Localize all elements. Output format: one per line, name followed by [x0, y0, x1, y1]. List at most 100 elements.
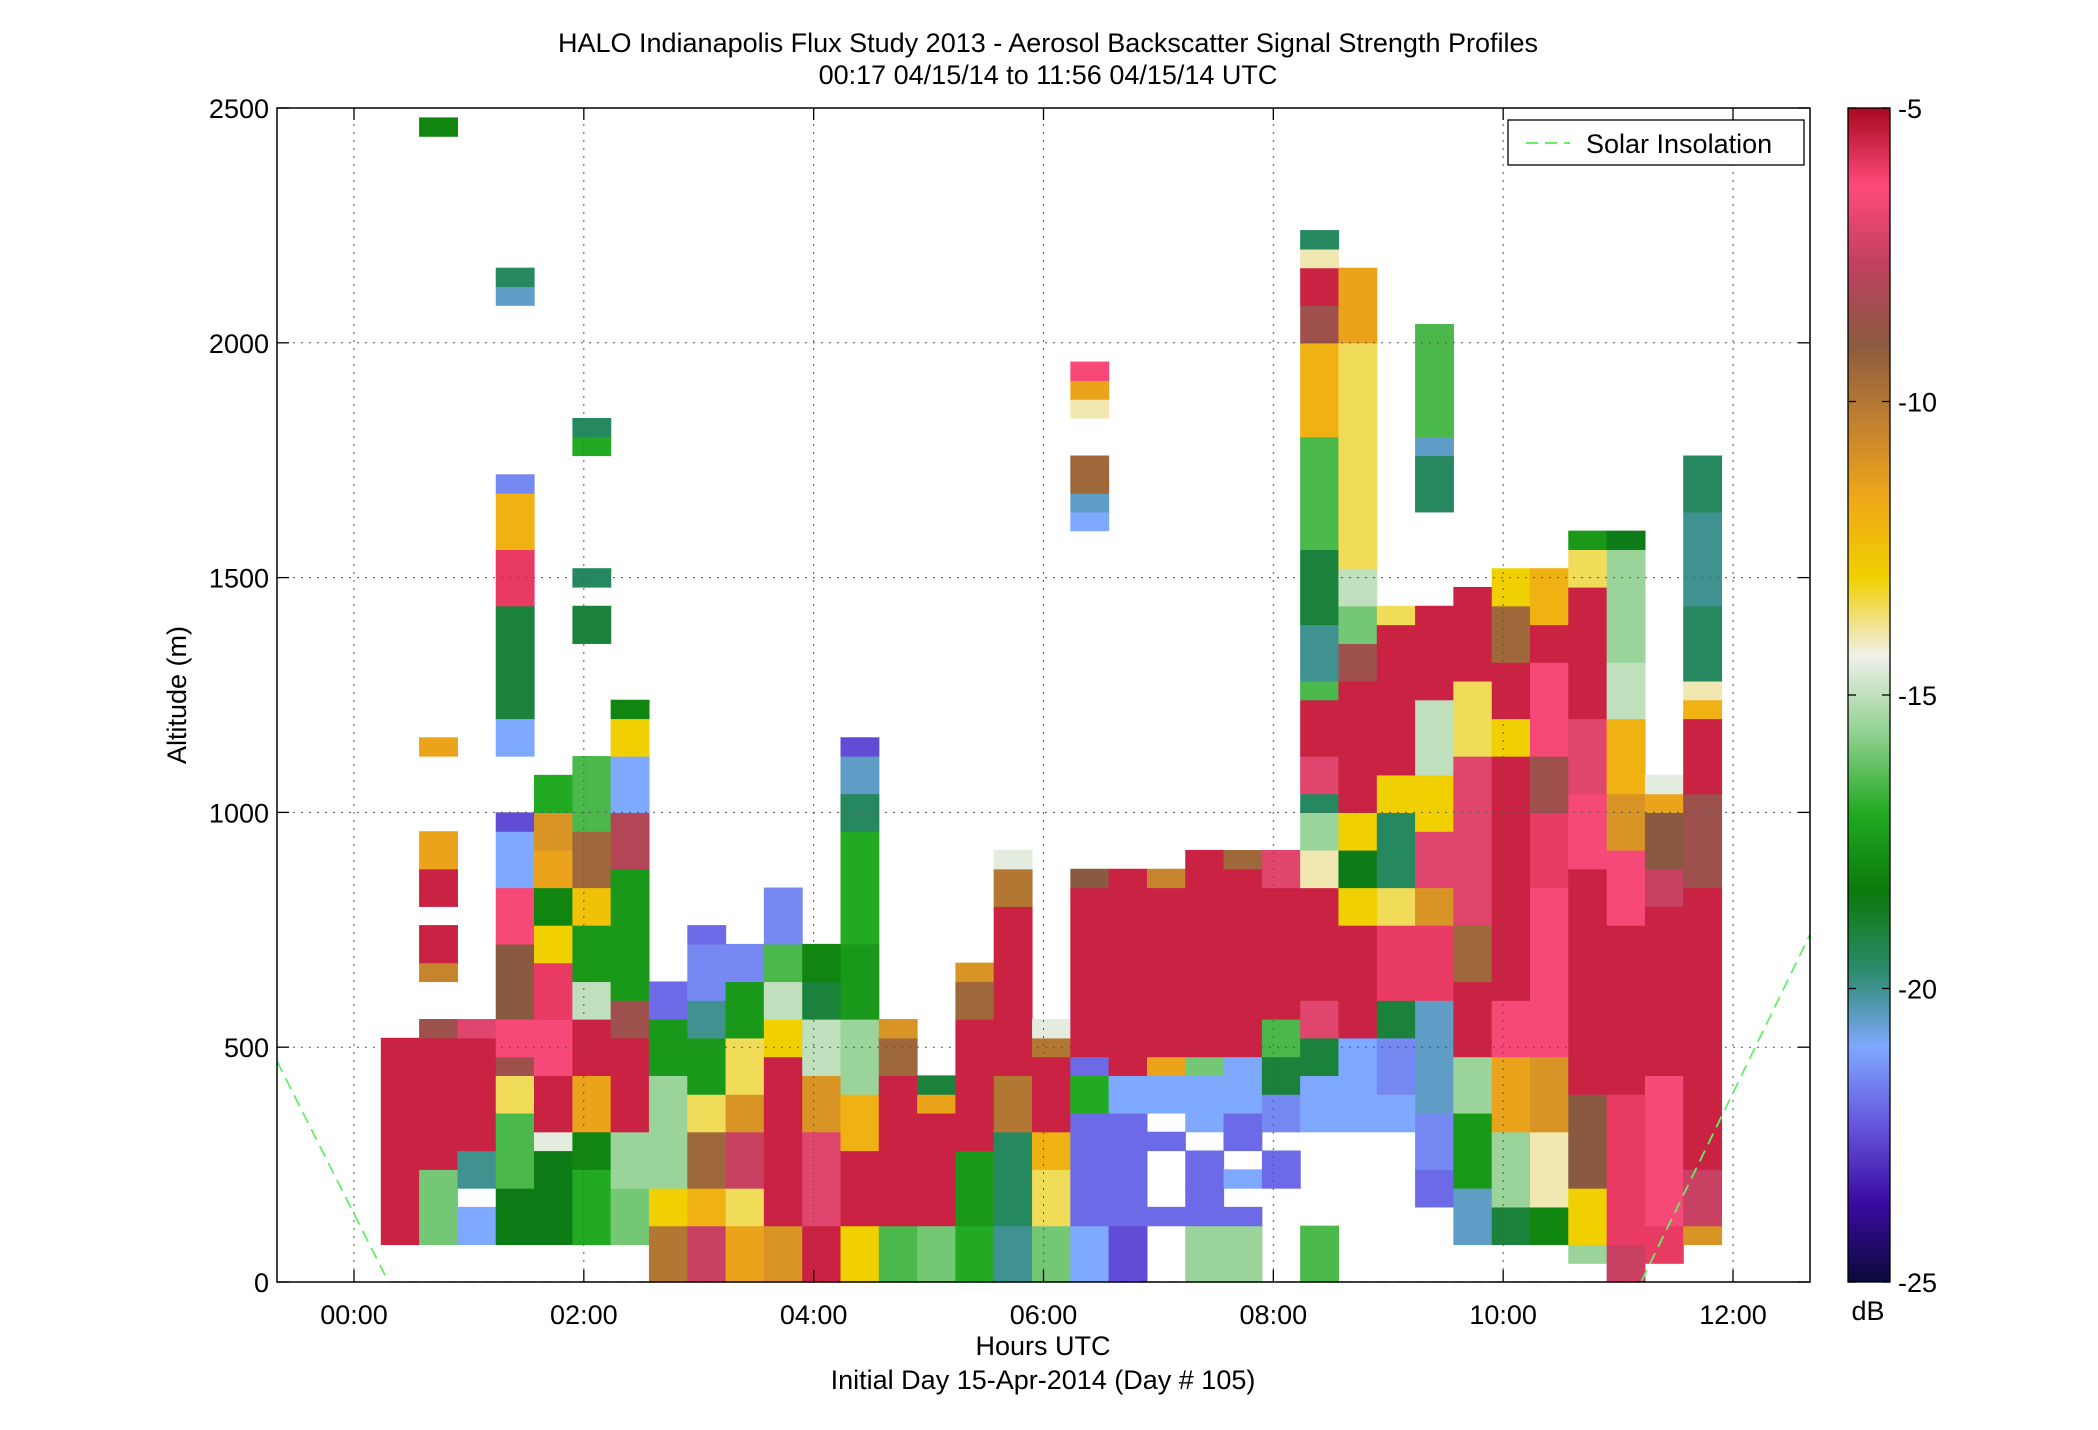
heatmap-cell: [725, 943, 765, 983]
heatmap-cell: [1185, 1056, 1225, 1076]
colorbar-tick-label: -5: [1898, 94, 1922, 124]
heatmap-cell: [1261, 1094, 1301, 1133]
heatmap-cell: [1338, 925, 1378, 1039]
heatmap-cell: [1223, 849, 1263, 870]
heatmap-cell: [1070, 1225, 1110, 1283]
heatmap-cell: [1683, 1169, 1723, 1227]
heatmap-cell: [917, 1075, 957, 1095]
heatmap-cell: [572, 1169, 612, 1246]
heatmap-cell: [1261, 849, 1301, 889]
heatmap-cell: [1300, 549, 1340, 626]
y-tick-label: 1500: [209, 564, 269, 594]
heatmap-cell: [495, 605, 535, 720]
heatmap-cell: [802, 1225, 842, 1283]
heatmap-cell: [1223, 1225, 1263, 1283]
heatmap-cell: [840, 1150, 880, 1227]
heatmap-cell: [1491, 756, 1531, 813]
heatmap-cell: [1683, 718, 1723, 795]
heatmap-cell: [1070, 1056, 1110, 1076]
heatmap-cell: [1376, 925, 1416, 1001]
chart-subtitle: 00:17 04/15/14 to 11:56 04/15/14 UTC: [819, 60, 1278, 90]
heatmap-cell: [993, 1075, 1033, 1133]
heatmap-cell: [1415, 436, 1454, 457]
x-tick-label: 08:00: [1240, 1300, 1308, 1330]
heatmap-cell: [534, 812, 573, 851]
heatmap-cell: [572, 981, 612, 1020]
heatmap-cell: [610, 756, 650, 813]
heatmap-cell: [572, 436, 612, 457]
heatmap-cell: [1185, 1225, 1225, 1283]
heatmap-cell: [1032, 1225, 1071, 1283]
heatmap-cell: [1376, 1000, 1416, 1039]
heatmap-cell: [1415, 831, 1454, 889]
heatmap-cell: [687, 1225, 727, 1283]
heatmap-cell: [763, 981, 803, 1020]
heatmap-cell: [1530, 1056, 1569, 1133]
heatmap-cell: [1415, 774, 1454, 832]
heatmap-cell: [840, 756, 880, 795]
heatmap-cell: [610, 1131, 650, 1189]
heatmap-cell: [1606, 718, 1646, 795]
heatmap-cell: [1146, 1056, 1186, 1076]
heatmap-cell: [572, 756, 612, 832]
heatmap-cell: [1070, 511, 1110, 532]
heatmap-cell: [1683, 1225, 1723, 1246]
heatmap-cell: [419, 1169, 458, 1246]
heatmap-cell: [1338, 1075, 1378, 1133]
heatmap-cell: [1300, 1037, 1340, 1076]
heatmap-cell: [534, 1075, 573, 1133]
heatmap-cell: [1683, 511, 1723, 607]
heatmap-cell: [572, 831, 612, 889]
heatmap-cell: [1223, 868, 1263, 1058]
colorbar-tick-label: -20: [1898, 975, 1937, 1005]
y-axis-ticks: 0 500 1000 1500 2000 2500: [209, 94, 1810, 1298]
heatmap-cell: [917, 1225, 957, 1283]
heatmap-cell: [917, 1112, 957, 1227]
heatmap-cell: [1376, 624, 1416, 776]
heatmap-cell: [1568, 530, 1608, 551]
heatmap-cell: [1491, 1000, 1531, 1058]
heatmap-cell: [687, 1094, 727, 1133]
heatmap-cell: [1530, 568, 1569, 626]
heatmap-cell: [993, 1225, 1033, 1283]
heatmap-cell: [1568, 586, 1608, 720]
solar-insolation-curve: [277, 934, 1810, 1282]
heatmap-cell: [1415, 925, 1454, 1001]
heatmap-cell: [1070, 361, 1110, 381]
heatmap-cell: [1644, 1075, 1684, 1227]
heatmap-cell: [1300, 248, 1340, 269]
heatmap-cell: [495, 1112, 535, 1189]
heatmap-cell: [763, 943, 803, 983]
heatmap-cell: [1300, 624, 1340, 682]
y-axis-label: Altitude (m): [162, 626, 192, 764]
heatmap-cell: [955, 981, 995, 1020]
heatmap-cell: [457, 1037, 497, 1152]
heatmap-cell: [495, 887, 535, 945]
heatmap-cell: [1032, 1169, 1071, 1227]
x-tick-label: 12:00: [1699, 1300, 1767, 1330]
heatmap-cell: [495, 1075, 535, 1114]
heatmap-cell: [610, 812, 650, 870]
heatmap-cell: [1491, 568, 1531, 607]
heatmap-cell: [1146, 1206, 1186, 1227]
heatmap-cell: [687, 1037, 727, 1095]
heatmap-cell: [610, 868, 650, 1001]
colorbar-tick-label: -10: [1898, 388, 1937, 418]
heatmap-cell: [1261, 1019, 1301, 1058]
heatmap-cell: [1070, 380, 1110, 400]
heatmap-cell: [1376, 887, 1416, 926]
heatmap-cell: [917, 1094, 957, 1114]
heatmap-cell: [878, 1075, 918, 1227]
heatmap-cell: [763, 887, 803, 945]
heatmap-cell: [993, 868, 1033, 907]
heatmap-cell: [572, 1131, 612, 1170]
heatmap-cell: [1070, 868, 1110, 889]
heatmap-cell: [1376, 605, 1416, 626]
heatmap-cell: [1300, 849, 1340, 889]
heatmap-cell: [1491, 1131, 1531, 1208]
heatmap-cell: [1453, 680, 1493, 757]
legend-entry-solar-insolation: Solar Insolation: [1586, 129, 1772, 159]
heatmap-cell: [1606, 662, 1646, 720]
heatmap-cell: [534, 887, 573, 926]
